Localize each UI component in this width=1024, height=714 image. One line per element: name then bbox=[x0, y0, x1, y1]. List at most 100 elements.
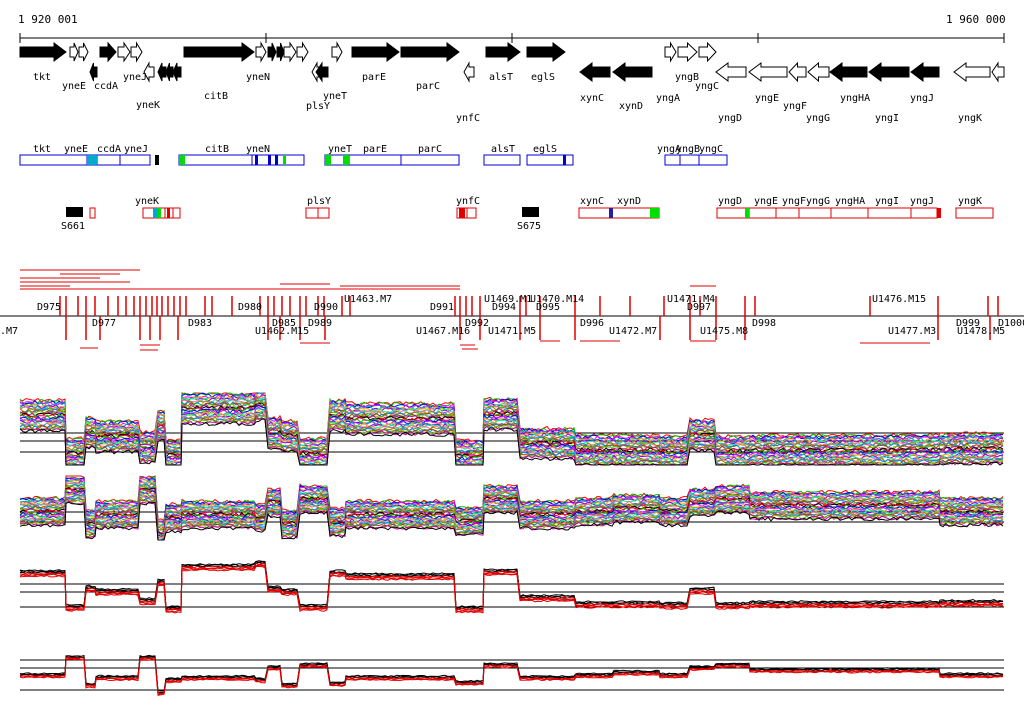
expression-panel bbox=[19, 654, 1004, 696]
gene-label: yneK bbox=[136, 100, 160, 111]
gene-arrow-track bbox=[19, 41, 1005, 83]
transcript-box bbox=[664, 154, 681, 166]
gene-arrow bbox=[664, 41, 677, 63]
segment-label: U1470.M14 bbox=[530, 294, 584, 305]
gene-arrow bbox=[748, 62, 788, 82]
profile-line bbox=[19, 478, 1004, 526]
transcript-marker bbox=[650, 208, 659, 218]
transcript-label: yngHA bbox=[835, 196, 865, 207]
transcript-marker bbox=[255, 155, 258, 165]
gene-arrow bbox=[78, 42, 89, 62]
segment-label: U1469.M1 bbox=[484, 294, 532, 305]
expression-profile-panels bbox=[19, 392, 1004, 696]
transcript-label: yneJ bbox=[124, 144, 148, 155]
transcript-marker bbox=[343, 155, 349, 165]
gene-arrow bbox=[183, 42, 255, 62]
transcript-label: yngK bbox=[958, 196, 982, 207]
gene-arrow bbox=[829, 62, 868, 82]
plus-transcript-track: tkt yneE ccdA yneJ citB yneN yneT parE parC alsT e… bbox=[19, 144, 728, 166]
transcript-marker bbox=[153, 208, 158, 218]
gene-arrow bbox=[157, 62, 167, 82]
segment-label: U1463.M7 bbox=[344, 294, 392, 305]
transcript-marker bbox=[268, 155, 271, 165]
transcript-marker bbox=[167, 208, 170, 218]
gene-arrow bbox=[267, 42, 277, 62]
gene-label: yneE bbox=[62, 81, 86, 92]
gene-arrow bbox=[331, 41, 343, 63]
transcript-label: parC bbox=[418, 144, 442, 155]
profile-line bbox=[19, 565, 1004, 614]
profile-line bbox=[20, 655, 1004, 693]
transcript-box bbox=[483, 154, 521, 166]
transcript-box bbox=[830, 207, 869, 219]
transcript-box bbox=[798, 207, 832, 219]
segment-label: U1475.M8 bbox=[700, 326, 748, 337]
transcript-marker bbox=[609, 208, 613, 218]
transcript-label: ccdA bbox=[97, 144, 121, 155]
gene-label: tkt bbox=[33, 72, 51, 83]
segment-label: U1467.M16 bbox=[416, 326, 470, 337]
transcript-box bbox=[348, 154, 402, 166]
transcript-label: ynfC bbox=[456, 196, 480, 207]
gene-label: xynC bbox=[580, 93, 604, 104]
gene-label: citB bbox=[204, 91, 228, 102]
gene-label: yngG bbox=[806, 113, 830, 124]
gene-arrow bbox=[698, 41, 717, 63]
transcript-box bbox=[775, 207, 800, 219]
transcript-label: citB bbox=[205, 144, 229, 155]
gene-arrow bbox=[143, 61, 155, 83]
profile-line bbox=[19, 657, 1003, 695]
profile-line bbox=[19, 658, 1004, 696]
gene-arrow bbox=[526, 42, 566, 62]
transcript-box bbox=[748, 207, 777, 219]
transcript-box bbox=[305, 207, 319, 219]
transcript-box bbox=[955, 207, 994, 219]
transcript-marker bbox=[155, 155, 159, 165]
transcript-label: eglS bbox=[533, 144, 557, 155]
gene-arrow bbox=[351, 42, 400, 62]
segment-label: D999 bbox=[956, 318, 980, 329]
transcript-box bbox=[178, 154, 253, 166]
transcript-marker bbox=[563, 155, 566, 165]
minus-transcript-track: yneK plsY ynfC xynC xynD yngD yngE yngF yngG yngH… bbox=[89, 196, 994, 219]
s-marker-label: S661 bbox=[61, 221, 85, 232]
segment-label: D983 bbox=[188, 318, 212, 329]
s-marker-block bbox=[522, 207, 539, 217]
gene-arrow bbox=[953, 62, 991, 82]
gene-arrow bbox=[315, 61, 329, 83]
gene-arrow bbox=[485, 42, 521, 62]
segment-label: D980 bbox=[238, 302, 262, 313]
gene-arrow bbox=[255, 41, 267, 63]
transcript-box bbox=[526, 154, 574, 166]
gene-arrow bbox=[807, 61, 830, 83]
segment-label: D985 bbox=[272, 318, 296, 329]
gene-arrow bbox=[400, 42, 460, 62]
transcript-box bbox=[679, 154, 700, 166]
segment-label: D995 bbox=[536, 302, 560, 313]
gene-label: yngB bbox=[675, 72, 699, 83]
gene-arrow bbox=[89, 62, 98, 82]
gene-label: parE bbox=[362, 72, 386, 83]
transcript-label: yneK bbox=[135, 196, 159, 207]
transcript-marker bbox=[179, 155, 185, 165]
gene-arrow bbox=[910, 62, 940, 82]
transcript-box bbox=[716, 207, 750, 219]
gene-arrow bbox=[130, 41, 143, 63]
gene-label: eglS bbox=[531, 72, 555, 83]
gene-arrow bbox=[463, 61, 475, 83]
transcript-box bbox=[172, 207, 181, 219]
transcript-label: yngE bbox=[754, 196, 778, 207]
segment-label: U1471.M5 bbox=[488, 326, 536, 337]
transcript-box bbox=[119, 154, 151, 166]
gene-label: yneT bbox=[323, 91, 347, 102]
transcript-label: xynD bbox=[617, 196, 641, 207]
gene-arrow bbox=[69, 42, 79, 62]
gene-label: yngC bbox=[695, 81, 719, 92]
segment-label: D991 bbox=[430, 302, 454, 313]
transcript-label: xynC bbox=[580, 196, 604, 207]
expression-panel bbox=[19, 392, 1004, 467]
gene-label: yngHA bbox=[840, 93, 870, 104]
gene-label: ccdA bbox=[94, 81, 118, 92]
coordinate-ruler: 1 920 001 1 960 000 bbox=[18, 13, 1006, 43]
segment-label: U1462.M15 bbox=[255, 326, 309, 337]
